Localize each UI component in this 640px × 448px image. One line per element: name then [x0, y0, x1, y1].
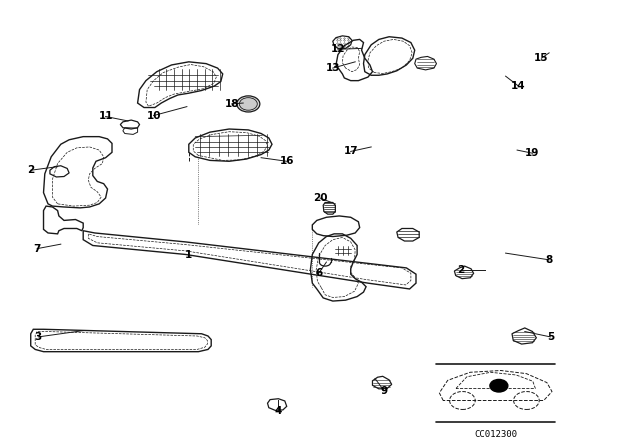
Text: 9: 9 — [380, 386, 388, 396]
Circle shape — [237, 96, 260, 112]
Circle shape — [490, 379, 508, 392]
Text: 20: 20 — [313, 193, 327, 203]
Text: 1: 1 — [185, 250, 193, 260]
Text: 11: 11 — [99, 112, 113, 121]
Text: 6: 6 — [315, 268, 323, 278]
Text: 19: 19 — [525, 148, 540, 158]
Text: 3: 3 — [35, 332, 42, 342]
Text: 2: 2 — [27, 165, 35, 175]
Text: 12: 12 — [331, 44, 345, 54]
Circle shape — [239, 98, 257, 110]
Text: 15: 15 — [534, 53, 548, 63]
Text: 17: 17 — [344, 146, 358, 156]
Text: 8: 8 — [545, 255, 553, 265]
Text: 16: 16 — [280, 156, 294, 166]
Text: 7: 7 — [33, 244, 41, 254]
Text: 4: 4 — [275, 406, 282, 416]
Text: 5: 5 — [547, 332, 554, 342]
Text: 10: 10 — [147, 111, 161, 121]
Text: 18: 18 — [225, 99, 239, 109]
Text: 14: 14 — [511, 81, 525, 91]
Text: CC012300: CC012300 — [474, 430, 517, 439]
Text: 13: 13 — [326, 63, 340, 73]
Text: 2: 2 — [457, 265, 465, 275]
